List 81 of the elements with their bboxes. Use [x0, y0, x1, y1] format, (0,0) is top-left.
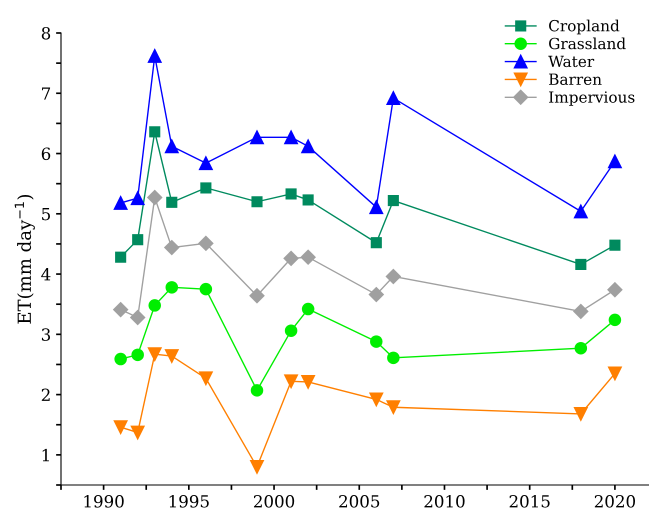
- point: [149, 126, 160, 138]
- point: [249, 288, 265, 304]
- point: [284, 250, 299, 266]
- point: [302, 302, 314, 316]
- point: [131, 348, 144, 362]
- point: [388, 194, 399, 206]
- legend-label: Barren: [549, 74, 602, 85]
- y-axis-title: ET(mm day$^{−1}$): [14, 194, 35, 324]
- point: [114, 420, 128, 434]
- point: [130, 426, 145, 440]
- point: [130, 310, 146, 326]
- legend-label: Cropland: [549, 20, 620, 34]
- legend-label: Water: [548, 56, 594, 68]
- point: [164, 240, 180, 256]
- point: [250, 384, 264, 397]
- point: [608, 154, 622, 168]
- x-tick-label: 2000: [254, 495, 294, 508]
- point: [166, 196, 178, 208]
- point: [148, 347, 162, 362]
- point: [368, 286, 384, 302]
- x-tick-label: 2005: [339, 495, 380, 508]
- point: [148, 299, 161, 312]
- point: [302, 194, 314, 206]
- point: [300, 250, 316, 265]
- point: [130, 191, 145, 206]
- point: [369, 200, 384, 214]
- point: [370, 335, 383, 348]
- legend-label: Impervious: [549, 91, 634, 106]
- y-tick-label: 1: [42, 448, 49, 462]
- y-tick-label: 6: [42, 147, 50, 160]
- point: [147, 190, 162, 206]
- point: [574, 342, 588, 354]
- point: [251, 196, 263, 208]
- point: [574, 204, 588, 218]
- point: [198, 156, 213, 170]
- point: [200, 182, 212, 194]
- point: [608, 366, 622, 380]
- point: [164, 139, 179, 154]
- point: [200, 282, 212, 296]
- point: [284, 324, 298, 337]
- point: [250, 460, 264, 474]
- x-tick-label: 1990: [84, 495, 124, 508]
- y-tick-label: 3: [42, 328, 50, 341]
- point: [607, 282, 622, 298]
- point: [574, 406, 588, 421]
- point: [284, 130, 298, 144]
- y-tick-label: 8: [42, 26, 50, 40]
- point: [609, 240, 620, 251]
- point: [286, 188, 297, 200]
- y-tick-label: 5: [42, 208, 50, 220]
- y-tick-label: 7: [42, 87, 50, 100]
- point: [114, 352, 127, 366]
- point: [301, 375, 316, 389]
- point: [386, 268, 401, 284]
- point: [113, 302, 128, 318]
- point: [114, 196, 128, 210]
- point: [386, 91, 400, 106]
- point: [284, 374, 298, 388]
- point: [608, 314, 622, 326]
- point: [115, 252, 126, 263]
- legend-label: Grassland: [549, 37, 626, 50]
- point: [166, 281, 178, 294]
- point: [132, 234, 144, 246]
- point: [164, 349, 179, 363]
- x-tick-label: 1995: [170, 495, 209, 508]
- point: [386, 400, 400, 414]
- y-tick-label: 4: [41, 268, 50, 280]
- point: [198, 371, 213, 386]
- x-tick-label: 2015: [510, 495, 550, 508]
- point: [148, 48, 162, 63]
- point: [198, 236, 214, 251]
- point: [250, 130, 264, 144]
- point: [369, 392, 384, 406]
- point: [387, 352, 400, 364]
- point: [301, 139, 316, 154]
- x-tick-label: 2020: [594, 495, 636, 508]
- point: [370, 237, 382, 248]
- x-tick-label: 2010: [424, 495, 465, 508]
- point: [573, 304, 588, 319]
- point: [575, 258, 586, 270]
- y-tick-label: 2: [42, 388, 50, 401]
